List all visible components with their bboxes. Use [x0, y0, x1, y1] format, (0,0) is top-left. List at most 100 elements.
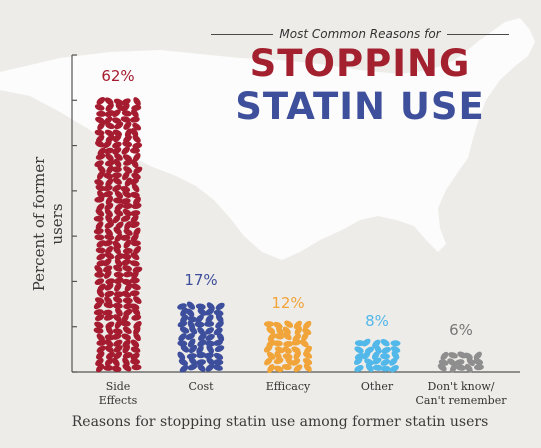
- pill-icon: [213, 359, 224, 366]
- pill-icon: [455, 364, 466, 371]
- pill-icon: [112, 141, 122, 149]
- pill-icon: [115, 221, 124, 230]
- value-label: 17%: [184, 271, 218, 289]
- pill-icon: [93, 215, 104, 222]
- pill-icon: [204, 327, 215, 335]
- pill-icon: [112, 147, 122, 155]
- pill-icon: [103, 147, 114, 155]
- pill-icon: [454, 359, 465, 366]
- pill-icon: [115, 307, 123, 317]
- pill-icon: [124, 177, 132, 187]
- pill-icon: [112, 328, 123, 335]
- pill-icon: [94, 278, 105, 286]
- pill-icon: [102, 309, 113, 316]
- pill-icon: [215, 313, 224, 323]
- pill-icon: [94, 321, 104, 329]
- pill-icon: [103, 364, 114, 371]
- pill-icon: [205, 333, 215, 341]
- pill-icon: [120, 116, 131, 123]
- pill-icon: [177, 303, 187, 310]
- pill-icon: [391, 350, 400, 360]
- pill-icon: [180, 314, 189, 324]
- pill-icon: [303, 345, 312, 355]
- pill-icon: [112, 129, 123, 137]
- pill-icon: [448, 352, 458, 359]
- pill-icon: [112, 184, 122, 192]
- pill-icon: [293, 364, 303, 373]
- pill-icon: [129, 191, 140, 199]
- bar-4: [437, 351, 484, 373]
- pill-icon: [186, 308, 195, 317]
- pill-icon: [371, 350, 380, 360]
- pill-icon: [267, 333, 276, 342]
- pill-icon: [197, 363, 206, 372]
- pill-icon: [380, 358, 390, 366]
- value-label: 8%: [365, 311, 389, 330]
- pill-icon: [105, 278, 116, 285]
- pill-icon: [187, 363, 198, 371]
- pill-icon: [104, 129, 115, 137]
- pill-icon: [112, 214, 121, 224]
- pill-icon: [381, 346, 392, 354]
- pill-icon: [215, 302, 225, 311]
- pill-icon: [93, 327, 104, 334]
- pill-icon: [206, 302, 215, 311]
- pill-icon: [104, 296, 113, 305]
- pill-icon: [372, 339, 381, 348]
- pill-icon: [266, 339, 276, 348]
- pill-icon: [94, 129, 105, 136]
- pill-icon: [93, 309, 104, 316]
- pill-icon: [213, 309, 224, 317]
- pill-icon: [95, 351, 105, 360]
- pill-icon: [438, 359, 449, 366]
- pill-icon: [180, 344, 190, 353]
- pill-icon: [122, 339, 131, 348]
- pill-icon: [124, 282, 133, 292]
- pill-icon: [365, 363, 374, 372]
- pill-icon: [122, 265, 133, 272]
- pill-icon: [113, 291, 124, 298]
- category-label: Cost: [188, 380, 214, 393]
- pill-icon: [112, 314, 122, 322]
- pill-icon: [106, 165, 114, 175]
- bar-2: [263, 320, 313, 374]
- pill-icon: [114, 282, 122, 292]
- pill-icon: [187, 315, 198, 323]
- pill-icon: [121, 110, 132, 117]
- value-label: 12%: [271, 293, 305, 312]
- pill-icon: [133, 296, 142, 304]
- pill-icon: [293, 320, 302, 330]
- pill-icon: [266, 326, 276, 335]
- pill-icon: [213, 327, 223, 336]
- pill-icon: [180, 307, 188, 317]
- pill-icon: [186, 301, 196, 310]
- pill-icon: [104, 283, 114, 291]
- pill-icon: [103, 314, 114, 321]
- pill-icon: [131, 172, 141, 180]
- pill-icon: [96, 203, 105, 212]
- bar-3: [353, 338, 401, 373]
- pill-icon: [122, 352, 133, 359]
- pill-icon: [206, 344, 215, 354]
- pill-icon: [121, 278, 132, 286]
- pill-icon: [267, 364, 275, 374]
- pill-icon: [124, 128, 133, 138]
- pill-icon: [272, 340, 283, 347]
- pill-icon: [130, 252, 140, 261]
- pill-icon: [281, 363, 292, 371]
- pill-icon: [121, 103, 130, 112]
- pill-icon: [130, 128, 139, 138]
- pill-icon: [284, 320, 294, 328]
- pill-icon: [131, 364, 142, 371]
- pill-icon: [129, 178, 140, 185]
- pill-icon: [197, 339, 207, 347]
- pill-icon: [94, 297, 105, 304]
- pill-icon: [364, 358, 374, 366]
- subtitle-row: Most Common Reasons for: [205, 24, 515, 44]
- pill-icon: [133, 321, 142, 330]
- pill-icon: [380, 365, 391, 372]
- pill-icon: [132, 122, 142, 131]
- pill-icon: [120, 185, 131, 193]
- pill-icon: [122, 326, 132, 335]
